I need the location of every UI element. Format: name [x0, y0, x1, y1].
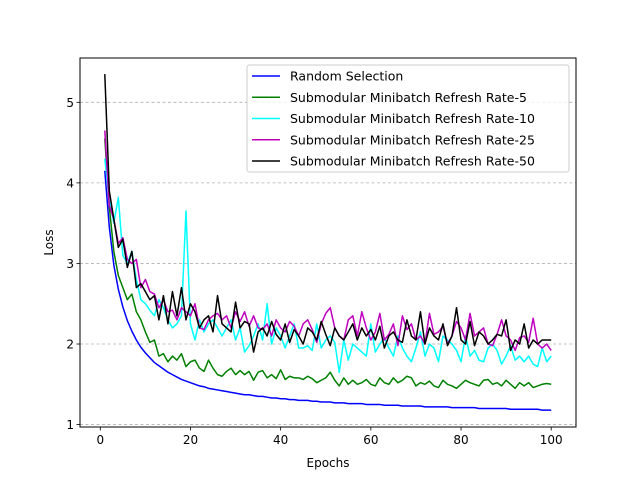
grid-layer: [80, 101, 576, 425]
legend-label: Submodular Minibatch Refresh Rate-25: [290, 132, 535, 147]
y-tick-label: 3: [66, 257, 74, 271]
ticks-layer: 1 2 3 4 5 0 20 40 60 80 100: [66, 96, 562, 447]
legend-label: Random Selection: [290, 69, 403, 84]
x-tick-label: 80: [453, 433, 468, 447]
series-line-2: [104, 138, 552, 390]
x-tick-label: 60: [363, 433, 378, 447]
x-tick-label: 0: [96, 433, 104, 447]
x-tick-label: 20: [183, 433, 198, 447]
y-tick-label: 1: [66, 418, 74, 432]
series-layer: [104, 74, 552, 411]
legend-label: Submodular Minibatch Refresh Rate-10: [290, 111, 535, 126]
legend: Random Selection Submodular Minibatch Ref…: [246, 64, 570, 173]
x-tick-label: 40: [273, 433, 288, 447]
y-tick-label: 2: [66, 338, 74, 352]
legend-label: Submodular Minibatch Refresh Rate-5: [290, 90, 527, 105]
plot-frame: [79, 57, 577, 428]
series-line-5: [104, 74, 552, 353]
y-tick-label: 5: [66, 96, 74, 110]
legend-box: [246, 64, 570, 173]
legend-label: Submodular Minibatch Refresh Rate-50: [290, 154, 535, 169]
x-axis-label: Epochs: [307, 456, 350, 470]
y-axis-label: Loss: [42, 229, 56, 255]
series-line-1: [104, 170, 552, 411]
x-tick-label: 100: [540, 433, 563, 447]
y-tick-label: 4: [66, 176, 74, 190]
series-line-4: [104, 130, 552, 352]
